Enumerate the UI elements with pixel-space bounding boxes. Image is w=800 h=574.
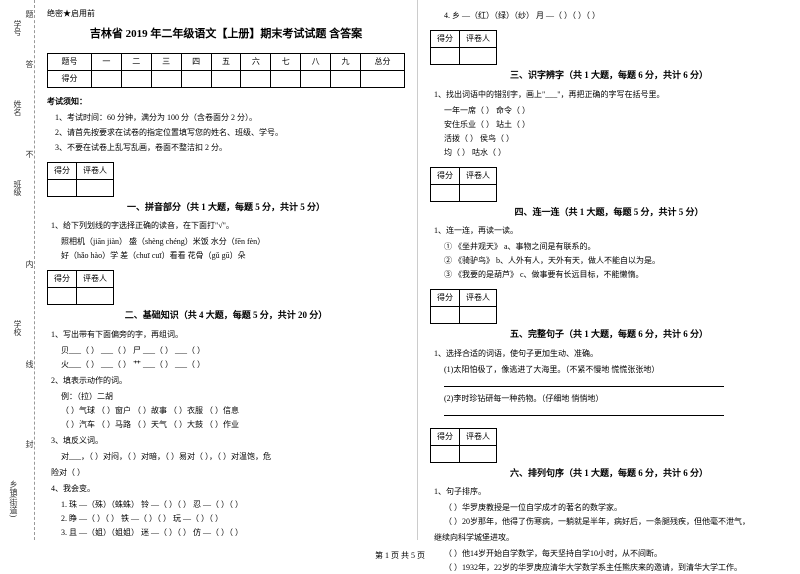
notice-item: 2、请首先按要求在试卷的指定位置填写您的姓名、班级、学号。: [55, 127, 405, 139]
right-column: 4. 乡 —（红）（绿）（纱） 月 —（ ）（ ）（ ） 得分评卷人 三、识字辨…: [418, 0, 800, 540]
question-line: ③ 《我要的是葫芦》 c、做事要有长远目标，不能懒惰。: [444, 269, 788, 281]
section-title-5: 五、完整句子（共 1 大题，每题 6 分，共计 6 分）: [430, 328, 788, 342]
question-line: 好（hǎo hào）学 差（chuī cuī）看看 花骨（gǔ gū）朵: [61, 250, 405, 262]
page-footer: 第 1 页 共 5 页: [0, 550, 800, 561]
notice-title: 考试须知：: [47, 96, 405, 108]
dash-char: 封: [24, 440, 35, 448]
dash-char: 题: [24, 10, 35, 18]
dash-char: 不: [24, 150, 35, 158]
question-line: (1)太阳怕极了，像逃进了大海里。（不紧不慢地 慌慌张张地）: [444, 364, 788, 376]
dash-char: 线: [24, 360, 35, 368]
score-mini-table: 得分评卷人: [430, 428, 497, 463]
question: 1、连一连，再读一读。: [434, 225, 788, 237]
notice-item: 3、不要在试卷上乱写乱画，卷面不整洁扣 2 分。: [55, 142, 405, 154]
question-line: （ ）1932年，22岁的华罗庚应清华大学数学系主任熊庆来的邀请，到清华大学工作…: [444, 562, 788, 574]
section-title-4: 四、连一连（共 1 大题，每题 5 分，共计 5 分）: [430, 206, 788, 220]
binding-margin: 学号 姓名 班级 学校 乡镇(街道) 题 答 不 内 线 封: [0, 0, 35, 540]
margin-label: 姓名: [12, 100, 23, 116]
dash-char: 内: [24, 260, 35, 268]
question-line: 照相机（jiān jiàn） 盛（shèng chéng）米饭 水分（fēn f…: [61, 236, 405, 248]
question-line: 一年一席（ ） 命令（ ）: [444, 105, 788, 117]
question-line: 继续向科学城堡进攻。: [434, 532, 788, 544]
question-line: 3. 且 —（姐）（姐姐） 迷 —（ ）（ ） 仿 —（ ）（ ）: [61, 527, 405, 539]
left-column: 绝密★启用前 吉林省 2019 年二年级语文【上册】期末考试试题 含答案 题号 …: [35, 0, 418, 540]
score-mini-table: 得分评卷人: [47, 270, 114, 305]
score-table: 题号 一 二 三 四 五 六 七 八 九 总分 得分: [47, 53, 405, 88]
margin-label: 乡镇(街道): [8, 480, 19, 517]
question: 3、填反义词。: [51, 435, 405, 447]
dash-char: 答: [24, 60, 35, 68]
notice-item: 1、考试时间：60 分钟，满分为 100 分（含卷面分 2 分）。: [55, 112, 405, 124]
question: 2、填表示动作的词。: [51, 375, 405, 387]
question-line: 贝___（ ） ___（ ） 尸 ___（ ） ___（ ）: [61, 345, 405, 357]
section-title-2: 二、基础知识（共 4 大题，每题 5 分，共计 20 分）: [47, 309, 405, 323]
margin-label: 学校: [12, 320, 23, 336]
question-line: 活拨（ ） 侯鸟（ ）: [444, 133, 788, 145]
answer-line: [444, 378, 788, 391]
answer-line: [444, 407, 788, 420]
question-line: 1. 珠 —（殊）（蛛蛛） 铃 —（ ）（ ） 忍 —（ ）（ ）: [61, 499, 405, 511]
question: 1、选择合适的词语，使句子更加生动、准确。: [434, 348, 788, 360]
section-title-1: 一、拼音部分（共 1 大题，每题 5 分，共计 5 分）: [47, 201, 405, 215]
question-line: (2)李时珍钻研每一种药物。（仔细地 悄悄地）: [444, 393, 788, 405]
score-mini-table: 得分评卷人: [430, 289, 497, 324]
question-line: 2. 睁 —（ ）（ ） 铁 —（ ）（ ） 玩 —（ ）（ ）: [61, 513, 405, 525]
question-line: （ ）汽车 （ ）马路 （ ）天气 （ ）大鼓 （ ）作业: [61, 419, 405, 431]
margin-label: 学号: [12, 20, 23, 36]
question-line: 火___（ ） ___（ ） 艹 ___（ ） ___（ ）: [61, 359, 405, 371]
question-line: 4. 乡 —（红）（绿）（纱） 月 —（ ）（ ）（ ）: [444, 10, 788, 22]
section-title-6: 六、排列句序（共 1 大题，每题 6 分，共计 6 分）: [430, 467, 788, 481]
question-line: （ ）气球 （ ）窗户 （ ）故事 （ ）衣服 （ ）信息: [61, 405, 405, 417]
score-mini-table: 得分评卷人: [430, 167, 497, 202]
question: 1、找出词语中的错别字，画上"___"，再把正确的字写在括号里。: [434, 89, 788, 101]
secret-label: 绝密★启用前: [47, 8, 405, 20]
margin-label: 班级: [12, 180, 23, 196]
question-line: 险对（ ）: [51, 467, 405, 479]
question-line: 均（ ） 咕水（ ）: [444, 147, 788, 159]
question: 1、给下列划线的字选择正确的读音，在下面打"√"。: [51, 220, 405, 232]
question: 1、句子排序。: [434, 486, 788, 498]
question-line: （ ）20岁那年，他得了伤寒病，一躺就是半年，病好后，一条腿残疾，但他毫不泄气，: [444, 516, 788, 528]
table-row: 题号 一 二 三 四 五 六 七 八 九 总分: [48, 53, 405, 70]
score-mini-table: 得分评卷人: [430, 30, 497, 65]
question-line: 对___，（ ）对闷，（ ）对暗，（ ）易对（ ），（ ）对温饱，危: [61, 451, 405, 463]
exam-title: 吉林省 2019 年二年级语文【上册】期末考试试题 含答案: [47, 26, 405, 43]
question-line: （ ）华罗庚教授是一位自学成才的著名的数学家。: [444, 502, 788, 514]
question: 4、我会变。: [51, 483, 405, 495]
section-title-3: 三、识字辨字（共 1 大题，每题 6 分，共计 6 分）: [430, 69, 788, 83]
example: 例：（拉）二胡: [61, 391, 405, 403]
question-line: 安住乐业（ ） 站土（ ）: [444, 119, 788, 131]
question-line: ① 《坐井观天》 a、事物之间是有联系的。: [444, 241, 788, 253]
question-line: ② 《骑驴鸟》 b、人外有人，天外有天，做人不能自以为是。: [444, 255, 788, 267]
score-mini-table: 得分评卷人: [47, 162, 114, 197]
table-row: 得分: [48, 70, 405, 87]
question: 1、写出带有下面偏旁的字，再组词。: [51, 329, 405, 341]
